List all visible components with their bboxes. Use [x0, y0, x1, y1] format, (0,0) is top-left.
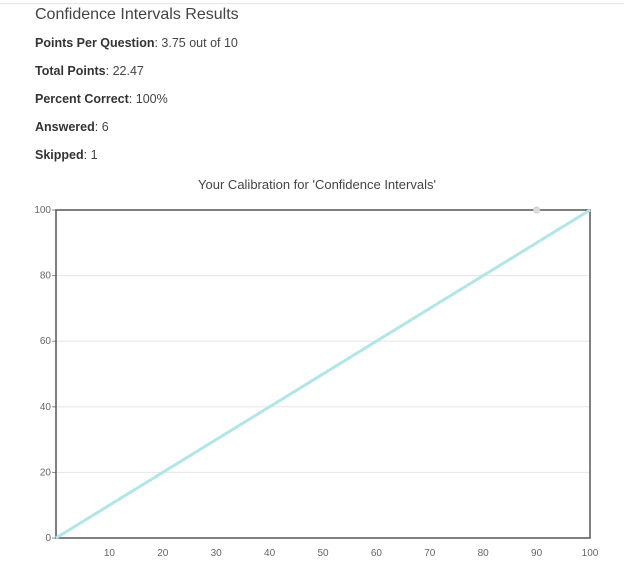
chart-title: Your Calibration for 'Confidence Interva… — [198, 177, 436, 192]
y-tick-label: 20 — [40, 467, 52, 478]
percent-correct-stat: Percent Correct: 100% — [35, 92, 168, 106]
x-tick-label: 70 — [424, 548, 436, 559]
stat-label: Points Per Question — [35, 36, 155, 50]
total-points-stat: Total Points: 22.47 — [35, 64, 144, 78]
x-tick-label: 90 — [531, 548, 543, 559]
y-tick-label: 100 — [34, 205, 51, 216]
answered-stat: Answered: 6 — [35, 120, 109, 134]
calibration-point — [533, 206, 541, 214]
y-tick-label: 0 — [45, 533, 51, 544]
y-tick-label: 40 — [40, 402, 52, 413]
x-tick-label: 40 — [264, 548, 276, 559]
stat-label: Total Points — [35, 64, 106, 78]
stat-value: 3.75 out of 10 — [161, 36, 238, 50]
points-per-question-stat: Points Per Question: 3.75 out of 10 — [35, 36, 238, 50]
x-tick-label: 20 — [157, 548, 169, 559]
stat-value: 100% — [135, 92, 168, 106]
stat-value: 1 — [90, 148, 98, 162]
y-tick-label: 80 — [40, 271, 52, 282]
stat-label: Skipped — [35, 148, 84, 162]
stat-value: 6 — [101, 120, 109, 134]
top-divider — [0, 0, 624, 4]
skipped-stat: Skipped: 1 — [35, 148, 98, 162]
calibration-line — [55, 208, 591, 540]
x-tick-label: 100 — [582, 548, 599, 559]
x-tick-label: 60 — [371, 548, 383, 559]
x-tick-label: 80 — [478, 548, 490, 559]
x-tick-label: 30 — [211, 548, 223, 559]
x-tick-label: 50 — [317, 548, 329, 559]
plot-frame — [55, 209, 591, 539]
y-tick-label: 60 — [40, 336, 52, 347]
results-title: Confidence Intervals Results — [35, 6, 239, 23]
stat-label: Percent Correct — [35, 92, 129, 106]
stat-value: 22.47 — [112, 64, 144, 78]
stat-label: Answered — [35, 120, 95, 134]
x-tick-label: 10 — [104, 548, 116, 559]
